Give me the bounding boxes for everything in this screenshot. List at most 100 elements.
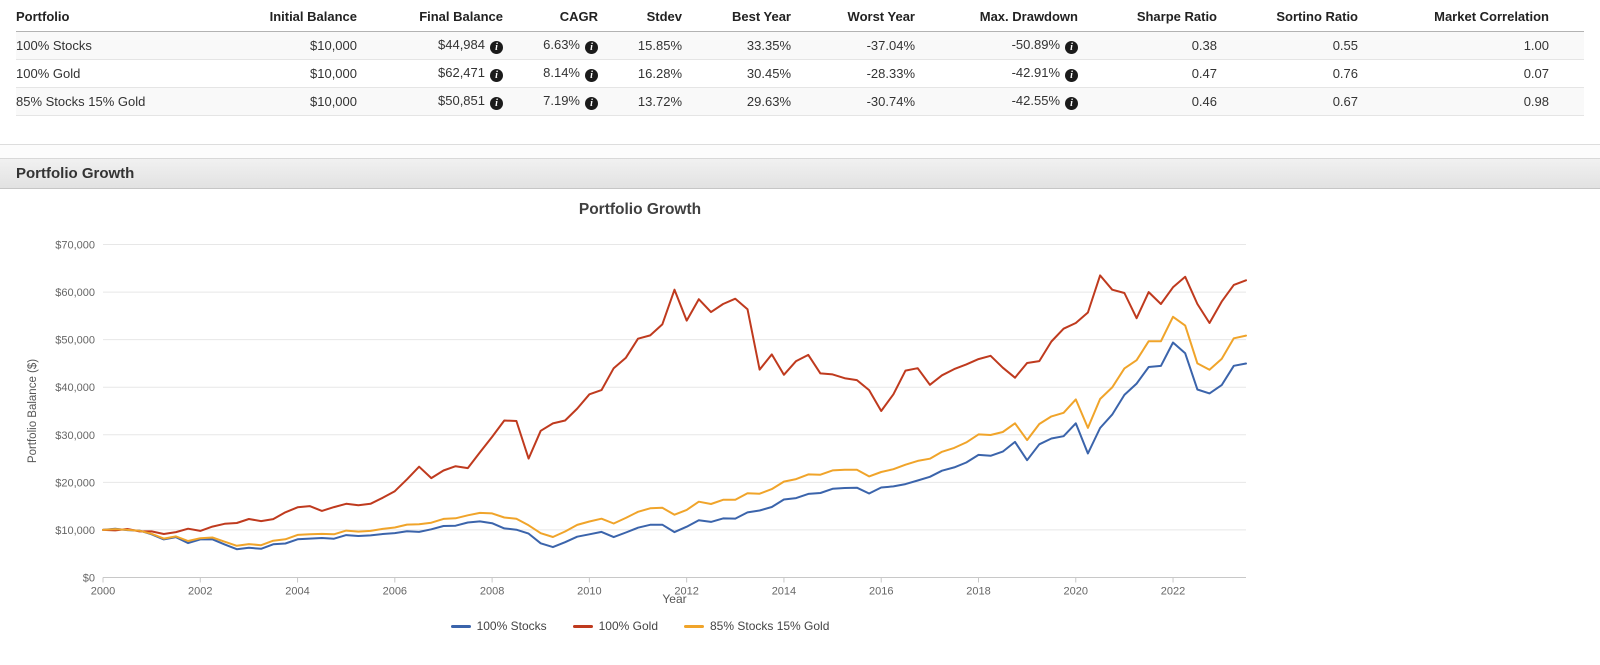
- column-header: Sharpe Ratio: [1078, 0, 1217, 32]
- table-row: 100% Gold $10,000 $62,471 i 8.14% i 16.28% 30.4…: [16, 59, 1584, 88]
- x-tick-label: 2018: [966, 586, 990, 598]
- table-cell: $10,000: [266, 59, 357, 88]
- table-cell: 0.07: [1358, 59, 1584, 88]
- legend-swatch: [572, 624, 593, 628]
- chart-title: Portfolio Growth: [578, 201, 702, 218]
- x-tick-label: 2002: [188, 586, 212, 598]
- x-axis-label: Year: [662, 592, 687, 606]
- x-tick-label: 2004: [285, 586, 309, 598]
- x-tick-label: 2000: [91, 586, 115, 598]
- y-tick-label: $0: [83, 573, 95, 585]
- table-cell: $44,984 i: [357, 31, 503, 60]
- x-tick-label: 2010: [577, 586, 601, 598]
- column-header: Worst Year: [791, 0, 915, 32]
- legend-swatch: [450, 624, 471, 628]
- legend-swatch: [684, 624, 704, 628]
- summary-table-body: 100% Stocks $10,000 $44,984 i 6.63% i 15.85% 33…: [16, 31, 1584, 116]
- column-header: Initial Balance: [266, 0, 357, 32]
- y-tick-label: $60,000: [55, 287, 95, 299]
- table-cell: 29.63%: [682, 87, 791, 116]
- info-icon[interactable]: i: [490, 69, 503, 82]
- portfolio-growth-chart: Portfolio Growth Portfolio Balance ($) $…: [20, 189, 1260, 659]
- column-header: Best Year: [682, 0, 791, 32]
- table-row: 85% Stocks 15% Gold $10,000 $50,851 i 7.19% i…: [16, 87, 1584, 116]
- table-cell: 30.45%: [682, 59, 791, 88]
- table-cell: -30.74%: [791, 87, 915, 116]
- table-cell: 0.67: [1217, 87, 1358, 116]
- column-header: Sortino Ratio: [1217, 0, 1358, 32]
- table-cell: 100% Gold: [16, 59, 266, 88]
- x-tick-label: 2008: [480, 586, 504, 598]
- table-cell: $62,471 i: [357, 59, 503, 88]
- x-tick-label: 2020: [1064, 586, 1088, 598]
- table-cell: 85% Stocks 15% Gold: [16, 87, 266, 116]
- table-row: 100% Stocks $10,000 $44,984 i 6.63% i 15.85% 33…: [16, 31, 1584, 60]
- panel-divider: [0, 145, 1600, 159]
- info-icon[interactable]: i: [1065, 41, 1078, 54]
- section-title: Portfolio Growth: [16, 165, 135, 182]
- section-header-bar: Portfolio Growth: [0, 159, 1600, 189]
- summary-table-panel: Portfolio Initial Balance Final Balance CAG…: [0, 0, 1600, 145]
- table-cell: -50.89% i: [915, 31, 1078, 60]
- column-header: Stdev: [598, 0, 682, 32]
- x-tick-label: 2022: [1161, 586, 1185, 598]
- y-tick-label: $10,000: [55, 525, 95, 537]
- x-tick-label: 2006: [383, 586, 407, 598]
- y-tick-label: $50,000: [55, 335, 95, 347]
- table-cell: -37.04%: [791, 31, 915, 60]
- table-cell: 0.76: [1217, 59, 1358, 88]
- table-cell: 100% Stocks: [16, 31, 266, 60]
- column-header: Final Balance: [357, 0, 503, 32]
- series-line-100-gold[interactable]: [102, 274, 1247, 535]
- table-cell: 15.85%: [598, 31, 682, 60]
- info-icon[interactable]: i: [1065, 69, 1078, 82]
- table-cell: 13.72%: [598, 87, 682, 116]
- table-cell: 16.28%: [598, 59, 682, 88]
- column-header: Market Correlation: [1358, 0, 1584, 32]
- info-icon[interactable]: i: [585, 69, 598, 82]
- table-cell: 6.63% i: [503, 31, 598, 60]
- legend-item[interactable]: 100% Stocks: [450, 619, 547, 633]
- table-cell: -42.55% i: [915, 87, 1078, 116]
- chart-legend: 100% Stocks 100% Gold 85% Stocks 15% Gold: [20, 619, 1260, 633]
- series-line-85-stocks-15-gold[interactable]: [102, 315, 1247, 547]
- table-cell: 7.19% i: [503, 87, 598, 116]
- growth-chart-svg: $0 $10,000 $20,000 $30,000 $40,000 $50,000 $60…: [55, 240, 1247, 598]
- table-cell: 1.00: [1358, 31, 1584, 60]
- table-cell: $50,851 i: [357, 87, 503, 116]
- legend-item[interactable]: 85% Stocks 15% Gold: [684, 619, 829, 633]
- table-cell: $10,000: [266, 87, 357, 116]
- table-cell: 0.47: [1078, 59, 1217, 88]
- legend-label: 100% Gold: [598, 619, 658, 633]
- table-cell: 0.38: [1078, 31, 1217, 60]
- column-header: Max. Drawdown: [915, 0, 1078, 32]
- table-cell: 0.46: [1078, 87, 1217, 116]
- y-tick-label: $30,000: [55, 430, 95, 442]
- x-tick-label: 2012: [674, 586, 698, 598]
- y-tick-label: $20,000: [55, 477, 95, 489]
- x-tick-label: 2014: [772, 586, 796, 598]
- legend-label: 100% Stocks: [476, 619, 547, 633]
- table-cell: 0.98: [1358, 87, 1584, 116]
- column-header: Portfolio: [16, 0, 266, 32]
- column-header: CAGR: [503, 0, 598, 32]
- table-cell: $10,000: [266, 31, 357, 60]
- legend-label: 85% Stocks 15% Gold: [710, 619, 830, 633]
- table-cell: 0.55: [1217, 31, 1358, 60]
- legend-item[interactable]: 100% Gold: [572, 619, 658, 633]
- y-tick-label: $70,000: [55, 240, 95, 252]
- summary-table: Portfolio Initial Balance Final Balance CAG…: [16, 0, 1584, 116]
- x-tick-label: 2016: [869, 586, 893, 598]
- table-header-row: Portfolio Initial Balance Final Balance CAG…: [16, 0, 1584, 32]
- info-icon[interactable]: i: [490, 97, 503, 110]
- series-line-100-stocks[interactable]: [102, 341, 1247, 551]
- table-cell: 33.35%: [682, 31, 791, 60]
- table-cell: 8.14% i: [503, 59, 598, 88]
- table-cell: -42.91% i: [915, 59, 1078, 88]
- info-icon[interactable]: i: [585, 41, 598, 54]
- info-icon[interactable]: i: [490, 41, 503, 54]
- info-icon[interactable]: i: [585, 97, 598, 110]
- y-tick-label: $40,000: [55, 382, 95, 394]
- table-cell: -28.33%: [791, 59, 915, 88]
- info-icon[interactable]: i: [1065, 97, 1078, 110]
